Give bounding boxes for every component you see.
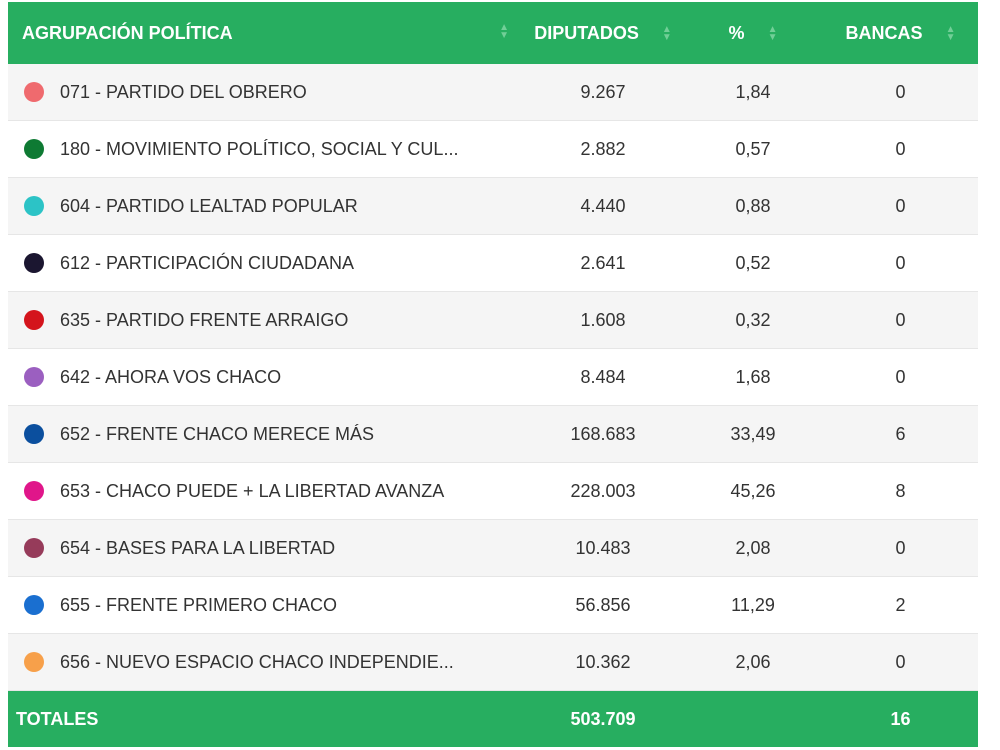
party-name-cell: 612 - PARTICIPACIÓN CIUDADANA	[8, 234, 523, 292]
party-name: 652 - FRENTE CHACO MERECE MÁS	[60, 423, 375, 444]
party-name-cell: 642 - AHORA VOS CHACO	[8, 348, 523, 406]
percent-cell: 0,88	[683, 177, 823, 235]
party-name-cell: 071 - PARTIDO DEL OBRERO	[8, 64, 523, 121]
sort-arrows-icon[interactable]: ▲ ▼	[661, 23, 672, 43]
seats-cell: 0	[823, 64, 978, 121]
party-color-dot-icon	[24, 253, 44, 274]
results-table-container: AGRUPACIÓN POLÍTICA ▲ ▼ DIPUTADOS ▲ ▼ % ▲ ▼…	[8, 2, 978, 747]
party-name-cell: 655 - FRENTE PRIMERO CHACO	[8, 576, 523, 634]
table-footer: TOTALES 503.709 16	[8, 690, 978, 747]
table-row: 180 - MOVIMIENTO POLÍTICO, SOCIAL Y CUL.…	[8, 120, 978, 178]
column-header-seats[interactable]: BANCAS ▲ ▼	[823, 2, 978, 64]
percent-cell: 0,52	[683, 234, 823, 292]
party-color-dot-icon	[24, 652, 44, 673]
table-row: 655 - FRENTE PRIMERO CHACO 56.856 11,29 2	[8, 576, 978, 634]
party-color-dot-icon	[24, 481, 44, 502]
votes-cell: 56.856	[523, 576, 683, 634]
column-header-label: BANCAS	[845, 22, 923, 43]
table-header: AGRUPACIÓN POLÍTICA ▲ ▼ DIPUTADOS ▲ ▼ % ▲ ▼…	[8, 2, 978, 64]
votes-cell: 1.608	[523, 291, 683, 349]
party-name-cell: 652 - FRENTE CHACO MERECE MÁS	[8, 405, 523, 463]
party-name: 642 - AHORA VOS CHACO	[60, 366, 282, 387]
party-name: 071 - PARTIDO DEL OBRERO	[60, 81, 307, 102]
party-name: 655 - FRENTE PRIMERO CHACO	[60, 594, 338, 615]
column-header-votes[interactable]: DIPUTADOS ▲ ▼	[523, 2, 683, 64]
party-color-dot-icon	[24, 538, 44, 559]
sort-arrows-icon[interactable]: ▲ ▼	[499, 22, 509, 41]
party-name-cell: 180 - MOVIMIENTO POLÍTICO, SOCIAL Y CUL.…	[8, 120, 523, 178]
party-color-dot-icon	[24, 310, 44, 331]
party-color-dot-icon	[24, 196, 44, 217]
votes-cell: 228.003	[523, 462, 683, 520]
percent-cell: 0,57	[683, 120, 823, 178]
votes-cell: 168.683	[523, 405, 683, 463]
table-row: 071 - PARTIDO DEL OBRERO 9.267 1,84 0	[8, 64, 978, 121]
table-row: 642 - AHORA VOS CHACO 8.484 1,68 0	[8, 348, 978, 406]
party-name-cell: 604 - PARTIDO LEALTAD POPULAR	[8, 177, 523, 235]
column-header-percent[interactable]: % ▲ ▼	[683, 2, 823, 64]
party-name-cell: 656 - NUEVO ESPACIO CHACO INDEPENDIE...	[8, 633, 523, 691]
sort-arrows-icon[interactable]: ▲ ▼	[767, 23, 778, 43]
table-row: 604 - PARTIDO LEALTAD POPULAR 4.440 0,88 0	[8, 177, 978, 235]
party-color-dot-icon	[24, 139, 44, 160]
party-name-cell: 635 - PARTIDO FRENTE ARRAIGO	[8, 291, 523, 349]
seats-cell: 0	[823, 291, 978, 349]
party-color-dot-icon	[24, 424, 44, 445]
table-row: 656 - NUEVO ESPACIO CHACO INDEPENDIE... 1…	[8, 633, 978, 691]
percent-cell: 0,32	[683, 291, 823, 349]
votes-cell: 8.484	[523, 348, 683, 406]
seats-cell: 6	[823, 405, 978, 463]
party-color-dot-icon	[24, 367, 44, 388]
results-table: AGRUPACIÓN POLÍTICA ▲ ▼ DIPUTADOS ▲ ▼ % ▲ ▼…	[8, 2, 978, 747]
votes-cell: 2.882	[523, 120, 683, 178]
seats-cell: 0	[823, 120, 978, 178]
seats-cell: 0	[823, 633, 978, 691]
percent-cell: 45,26	[683, 462, 823, 520]
table-row: 652 - FRENTE CHACO MERECE MÁS 168.683 33,4…	[8, 405, 978, 463]
table-row: 612 - PARTICIPACIÓN CIUDADANA 2.641 0,52 0	[8, 234, 978, 292]
seats-cell: 8	[823, 462, 978, 520]
party-name-cell: 654 - BASES PARA LA LIBERTAD	[8, 519, 523, 577]
party-name: 180 - MOVIMIENTO POLÍTICO, SOCIAL Y CUL.…	[60, 138, 459, 159]
party-name: 612 - PARTICIPACIÓN CIUDADANA	[60, 252, 355, 273]
votes-cell: 9.267	[523, 64, 683, 121]
column-header-label: AGRUPACIÓN POLÍTICA	[22, 22, 233, 43]
party-name-cell: 653 - CHACO PUEDE + LA LIBERTAD AVANZA	[8, 462, 523, 520]
party-name: 653 - CHACO PUEDE + LA LIBERTAD AVANZA	[60, 480, 445, 501]
party-color-dot-icon	[24, 595, 44, 616]
totals-percent	[683, 690, 823, 747]
percent-cell: 2,06	[683, 633, 823, 691]
percent-cell: 2,08	[683, 519, 823, 577]
percent-cell: 1,68	[683, 348, 823, 406]
percent-cell: 33,49	[683, 405, 823, 463]
percent-cell: 1,84	[683, 64, 823, 121]
percent-cell: 11,29	[683, 576, 823, 634]
votes-cell: 2.641	[523, 234, 683, 292]
seats-cell: 0	[823, 177, 978, 235]
votes-cell: 4.440	[523, 177, 683, 235]
column-header-label: %	[728, 22, 745, 43]
table-row: 653 - CHACO PUEDE + LA LIBERTAD AVANZA 22…	[8, 462, 978, 520]
seats-cell: 0	[823, 234, 978, 292]
seats-cell: 2	[823, 576, 978, 634]
table-row: 654 - BASES PARA LA LIBERTAD 10.483 2,08 0	[8, 519, 978, 577]
party-name: 656 - NUEVO ESPACIO CHACO INDEPENDIE...	[60, 651, 454, 672]
party-color-dot-icon	[24, 82, 44, 103]
totals-votes: 503.709	[523, 690, 683, 747]
votes-cell: 10.362	[523, 633, 683, 691]
column-header-party[interactable]: AGRUPACIÓN POLÍTICA ▲ ▼	[8, 2, 523, 64]
column-header-label: DIPUTADOS	[534, 22, 639, 43]
table-row: 635 - PARTIDO FRENTE ARRAIGO 1.608 0,32 0	[8, 291, 978, 349]
table-body: 071 - PARTIDO DEL OBRERO 9.267 1,84 0 180 - …	[8, 64, 978, 691]
party-name: 635 - PARTIDO FRENTE ARRAIGO	[60, 309, 349, 330]
seats-cell: 0	[823, 348, 978, 406]
seats-cell: 0	[823, 519, 978, 577]
votes-cell: 10.483	[523, 519, 683, 577]
totals-label: TOTALES	[8, 690, 523, 747]
party-name: 654 - BASES PARA LA LIBERTAD	[60, 537, 336, 558]
totals-seats: 16	[823, 690, 978, 747]
totals-row: TOTALES 503.709 16	[8, 690, 978, 747]
party-name: 604 - PARTIDO LEALTAD POPULAR	[60, 195, 358, 216]
sort-arrows-icon[interactable]: ▲ ▼	[945, 23, 956, 43]
